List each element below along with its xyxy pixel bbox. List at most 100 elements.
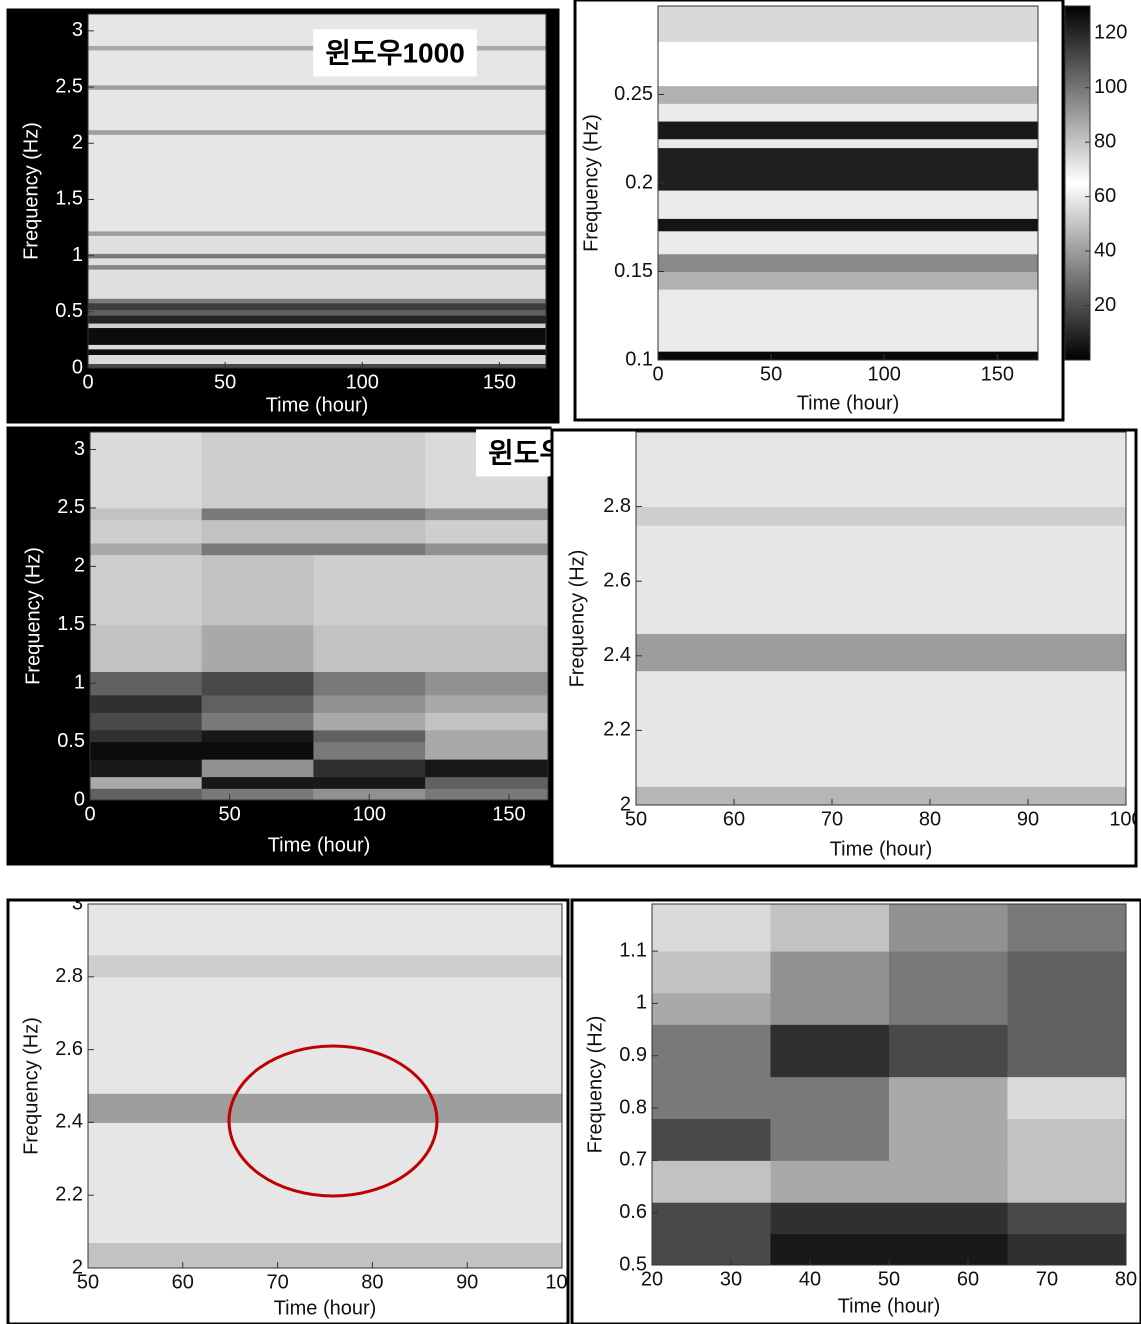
x-tick-label: 100 [545,1271,578,1293]
heatmap-band [88,89,546,131]
heatmap-cell [201,671,314,696]
heatmap-cell [201,776,314,789]
heatmap-cell [313,519,426,544]
x-tick-label: 50 [760,363,782,385]
y-tick-label: 0.15 [614,260,653,282]
heatmap-cell [90,542,203,556]
colorbar-tick-label: 60 [1094,185,1116,207]
x-axis-label: Time (hour) [268,834,371,856]
heatmap-band [88,264,546,270]
y-tick-label: 2 [72,132,83,154]
heatmap-cell [425,519,548,544]
heatmap-band [88,327,546,345]
heatmap-band [88,253,546,259]
y-tick-label: 0.6 [619,1201,647,1223]
heatmap-band [658,121,1038,140]
heatmap-cell [201,694,314,713]
heatmap-cell [770,1118,890,1161]
heatmap-band [636,506,1126,526]
heatmap-cell [313,671,426,696]
y-tick-label: 2.5 [57,496,85,518]
heatmap-cell [90,624,203,672]
x-tick-label: 90 [456,1271,478,1293]
heatmap-cell [90,554,203,626]
y-axis-label: Frequency (Hz) [584,1016,606,1154]
heatmap-band [88,344,546,350]
heatmap-cell [652,1233,771,1265]
y-tick-label: 1.1 [619,939,647,961]
y-tick-label: 0.25 [614,83,653,105]
heatmap-band [88,354,546,365]
heatmap-cell [201,712,314,731]
plot-frame [87,13,547,369]
panel: 0.5 0.6 0.7 0.8 0.9 1 1.1 20 30 40 50 60 70 80 Frequen… [570,898,1141,1324]
heatmap-cell [1007,904,1126,952]
x-tick-label: 80 [919,808,941,830]
y-tick-label: 1 [72,244,83,266]
heatmap-band [88,976,562,1094]
x-tick-label: 60 [723,808,745,830]
heatmap-band [88,298,546,304]
x-tick-label: 60 [172,1271,194,1293]
y-tick-label: 2.5 [55,75,83,97]
heatmap-band [88,363,546,368]
heatmap-cell [425,671,548,696]
heatmap-cell [90,519,203,544]
y-tick-label: 2 [74,555,85,577]
heatmap [88,904,562,1268]
x-axis-label: Time (hour) [274,1297,377,1319]
heatmap-cell [90,694,203,713]
colorbar-tick-label: 100 [1094,76,1127,98]
heatmap-cell [201,729,314,743]
y-tick-label: 0.7 [619,1149,647,1171]
heatmap-cell [201,432,314,509]
heatmap-band [88,323,546,329]
heatmap-cell [313,624,426,672]
colorbar [1064,5,1091,361]
panel-title: 윈도우1000 [325,37,465,68]
plot-frame [87,903,563,1269]
x-tick-label: 70 [1036,1268,1058,1290]
heatmap-band [658,41,1038,87]
x-tick-label: 100 [868,363,901,385]
heatmap-cell [425,542,548,556]
heatmap-cell [313,729,426,743]
heatmap-cell [770,1160,890,1203]
x-tick-label: 70 [821,808,843,830]
y-tick-label: 1 [636,992,647,1014]
heatmap-cell [425,788,548,800]
y-tick-label: 3 [72,892,83,914]
y-tick-label: 2.6 [603,569,631,591]
heatmap-band [658,253,1038,272]
heatmap-band [636,525,1126,582]
heatmap-band [88,269,546,299]
heatmap-cell [201,507,314,521]
heatmap-cell [652,992,771,1025]
heatmap-band [658,289,1038,352]
y-tick-label: 2 [72,1256,83,1278]
colorbar-tick-label: 120 [1094,22,1127,44]
heatmap-band [658,351,1038,360]
y-tick-label: 2.8 [603,495,631,517]
x-tick-label: 0 [652,363,663,385]
labels: 0.5 0.6 0.7 0.8 0.9 1 1.1 20 30 40 50 60 70 80 Frequen… [584,939,1137,1317]
y-tick-label: 2.4 [603,644,631,666]
heatmap [652,904,1126,1265]
x-tick-label: 80 [1115,1268,1137,1290]
heatmap-band [88,1242,562,1268]
heatmap-band [88,309,546,316]
heatmap-cell [889,1024,1008,1078]
y-tick-label: 0 [72,356,83,378]
y-tick-label: 0.5 [55,300,83,322]
y-tick-label: 1.5 [57,613,85,635]
heatmap-cell [770,992,890,1025]
x-axis-label: Time (hour) [838,1295,941,1317]
panel: 2 2.2 2.4 2.6 2.8 50 60 70 80 90 100 Frequency (Hz)… [550,428,1138,868]
y-tick-label: 3 [72,19,83,41]
heatmap-cell [90,712,203,731]
y-tick-label: 2.2 [603,719,631,741]
heatmap-cell [1007,1076,1126,1120]
x-tick-label: 20 [641,1268,663,1290]
heatmap-band [658,147,1038,191]
heatmap-cell [201,741,314,760]
